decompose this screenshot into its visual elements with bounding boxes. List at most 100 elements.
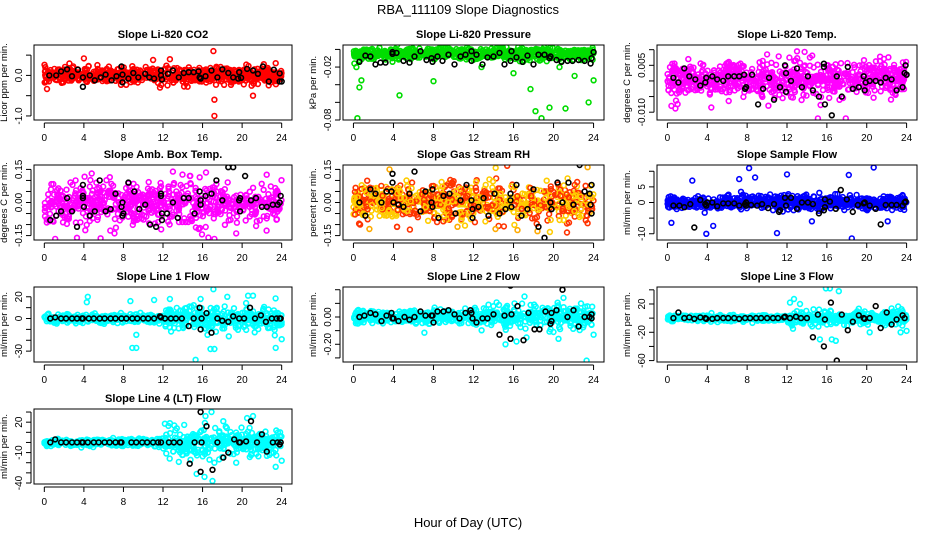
x-tick-label: 24 [276, 133, 288, 144]
data-point [837, 59, 845, 67]
data-point [58, 199, 66, 207]
outlier-point [514, 226, 521, 234]
data-point [258, 180, 265, 188]
outlier-point [195, 225, 202, 233]
data-point [482, 48, 490, 56]
reference-point [157, 190, 165, 197]
data-point [363, 189, 370, 196]
reference-point [169, 199, 177, 206]
x-tick-label: 12 [157, 253, 169, 264]
reference-point [97, 74, 104, 81]
reference-point [74, 66, 82, 73]
data-point [83, 221, 90, 229]
data-point [125, 204, 132, 211]
panel-title: Slope Gas Stream RH [417, 149, 530, 161]
reference-point [63, 194, 71, 202]
outlier-point [735, 175, 743, 183]
reference-point [130, 69, 137, 77]
reference-point [861, 87, 868, 94]
data-point [246, 188, 254, 195]
outlier-point [358, 77, 365, 84]
data-point [730, 203, 737, 210]
data-point [885, 54, 892, 61]
data-point [869, 64, 876, 72]
reference-point [395, 201, 402, 208]
outlier-point [585, 99, 592, 106]
x-axis: 0 4 8 12 16 20 24 [42, 242, 288, 264]
reference-point [86, 212, 94, 219]
data-point [514, 47, 521, 55]
reference-point [558, 58, 565, 65]
reference-point [86, 72, 94, 79]
data-point [98, 196, 106, 204]
x-tick-label: 24 [901, 133, 913, 144]
reference-point [877, 79, 884, 86]
reference-point [362, 212, 369, 219]
data-point [902, 58, 910, 66]
reference-point [259, 63, 267, 70]
data-point [112, 224, 120, 231]
data-point [527, 192, 535, 200]
data-point [373, 184, 380, 192]
data-point [537, 187, 544, 194]
data-point [519, 48, 527, 56]
outlier-point [668, 219, 675, 227]
data-point [130, 210, 138, 218]
data-point [801, 48, 808, 56]
reference-point [73, 223, 81, 231]
data-point [187, 180, 195, 188]
reference-point [463, 181, 470, 189]
data-point [476, 200, 483, 207]
reference-point [174, 214, 182, 222]
reference-point [590, 48, 597, 56]
data-point [356, 221, 364, 228]
reference-point [146, 221, 154, 228]
data-point [557, 186, 564, 194]
reference-point [837, 186, 844, 194]
x-tick-label: 12 [468, 253, 480, 264]
outlier-point [703, 230, 710, 238]
reference-point [782, 202, 790, 209]
reference-point [491, 190, 498, 197]
reference-point [196, 188, 203, 195]
reference-point [118, 63, 125, 70]
data-point [72, 198, 80, 206]
data-point [94, 189, 102, 196]
data-point [242, 201, 249, 208]
reference-point [451, 61, 458, 68]
data-point [877, 88, 884, 95]
outlier-point [249, 92, 257, 99]
points [350, 165, 597, 240]
data-point [770, 197, 777, 204]
data-point [584, 201, 592, 208]
data-point [759, 93, 766, 101]
points [350, 45, 597, 120]
reference-point [79, 181, 87, 189]
data-point [72, 177, 79, 184]
data-point [537, 202, 544, 209]
reference-point [719, 77, 727, 85]
data-point [664, 200, 672, 207]
reference-point [570, 201, 577, 208]
reference-point [670, 74, 677, 82]
reference-point [367, 53, 374, 60]
data-point [166, 205, 174, 213]
data-point [834, 198, 841, 206]
reference-point [468, 47, 475, 55]
reference-point [882, 201, 889, 209]
data-point [221, 221, 229, 229]
data-point [397, 194, 404, 202]
data-point [148, 186, 156, 193]
data-point [105, 193, 113, 201]
data-point [511, 221, 518, 229]
reference-point [588, 210, 595, 217]
data-point [547, 216, 554, 224]
data-point [62, 73, 70, 80]
data-point [99, 67, 106, 75]
reference-point [748, 71, 756, 78]
data-point [685, 55, 692, 63]
data-point [404, 46, 411, 53]
data-point [817, 200, 824, 207]
data-point [845, 86, 853, 93]
